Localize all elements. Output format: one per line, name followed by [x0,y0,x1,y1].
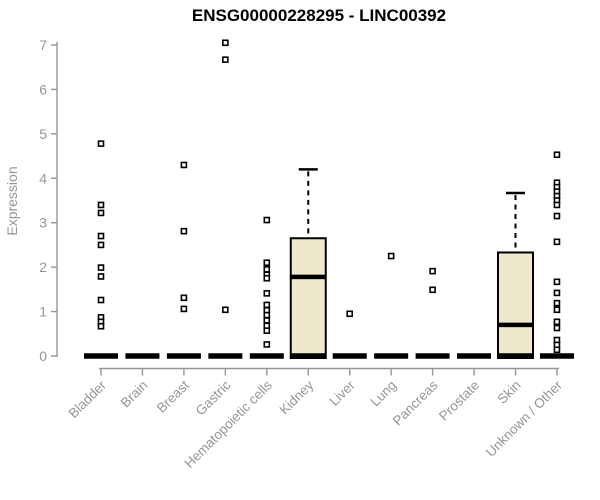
box-kidney [289,237,327,359]
data-point-unknown-other [553,299,561,307]
data-point-hematopoietic-cells [263,216,271,224]
zero-bar-breast [166,353,201,359]
data-point-bladder [97,296,105,304]
data-point-bladder [97,201,105,209]
data-point-unknown-other [553,238,561,246]
data-point-lung [387,252,395,260]
data-point-pancreas [429,286,436,294]
data-point-hematopoietic-cells [263,317,271,324]
zero-bar-liver [332,353,367,359]
y-tick-label: 0 [39,348,47,364]
chart-title: ENSG00000228295 - LINC00392 [191,6,447,25]
data-point-hematopoietic-cells [263,274,271,282]
data-point-breast [180,305,188,313]
x-category-label-bladder: Bladder [66,377,110,421]
data-point-gastric [222,56,229,63]
data-point-unknown-other [553,151,561,159]
data-point-hematopoietic-cells [263,290,271,297]
zero-bar-brain [125,353,160,359]
data-point-bladder [97,273,105,280]
x-category-label-brain: Brain [118,378,151,411]
data-point-hematopoietic-cells [263,341,271,348]
x-category-label-unknown-other: Unknown / Other [483,377,566,460]
zero-bar-bladder [84,353,118,359]
x-category-label-prostate: Prostate [436,378,482,424]
zero-bar-kidney [291,353,326,359]
data-point-unknown-other [553,306,561,314]
data-point-breast [180,294,188,302]
x-category-label-liver: Liver [327,377,359,409]
zero-bar-lung [374,353,409,359]
data-point-pancreas [429,267,436,275]
data-point-bladder [97,241,105,249]
data-point-hematopoietic-cells [263,259,271,266]
data-point-unknown-other [553,278,561,286]
box-skin [497,251,534,359]
zero-bar-unknown-other [539,353,574,359]
data-point-bladder [97,209,105,217]
data-point-unknown-other [553,201,561,209]
data-point-unknown-other [553,318,561,326]
y-tick-label: 6 [39,81,47,97]
data-point-bladder [97,232,105,240]
zero-bar-pancreas [415,353,450,359]
data-point-bladder [97,264,105,271]
data-point-bladder [97,322,105,330]
data-point-hematopoietic-cells [263,266,271,273]
x-category-label-pancreas: Pancreas [390,377,441,428]
median-line-kidney [290,274,326,280]
zero-bar-gastric [208,353,243,359]
y-tick-label: 5 [39,126,47,142]
data-point-hematopoietic-cells [263,301,271,309]
data-point-hematopoietic-cells [263,311,271,319]
data-point-liver [346,310,354,318]
y-tick-label: 4 [39,170,47,186]
x-category-label-gastric: Gastric [193,377,234,418]
data-point-bladder [97,140,105,147]
data-point-hematopoietic-cells [263,327,271,334]
data-point-unknown-other [553,289,561,297]
y-tick-label: 7 [39,37,47,53]
x-category-label-lung: Lung [367,378,399,410]
data-point-breast [180,161,188,169]
data-point-breast [180,227,188,235]
zero-bar-prostate [457,353,492,359]
x-category-label-breast: Breast [154,377,192,415]
data-point-gastric [222,306,229,314]
zero-bar-skin [498,353,533,359]
data-point-unknown-other [553,324,561,332]
data-point-unknown-other [553,346,561,354]
data-point-unknown-other [553,212,561,220]
zero-bar-hematopoietic-cells [249,353,284,359]
median-line-skin [498,322,533,328]
y-tick-label: 3 [39,215,47,231]
data-point-gastric [222,39,229,47]
x-category-label-skin: Skin [494,378,523,407]
y-tick-label: 1 [39,304,47,320]
y-tick-label: 2 [39,259,47,275]
x-category-label-kidney: Kidney [277,377,317,417]
